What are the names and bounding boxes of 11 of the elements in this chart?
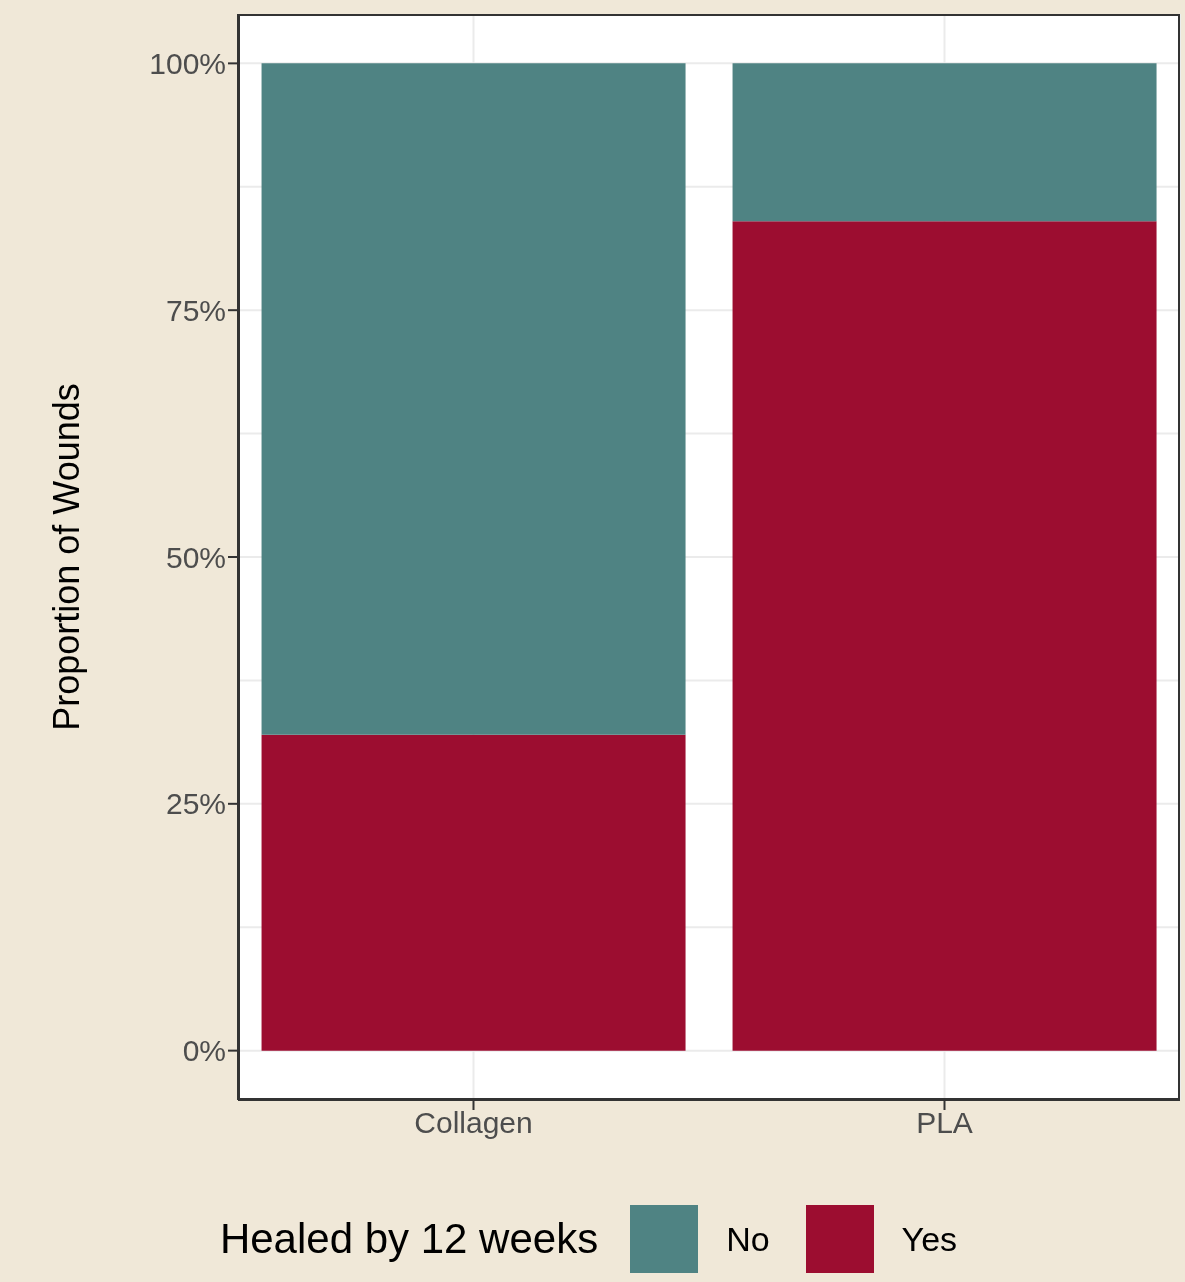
y-tick-label: 75% [165, 293, 226, 327]
y-tick-label: 0% [182, 1034, 226, 1068]
y-axis-title: Proportion of Wounds [45, 383, 87, 731]
x-tick-label: PLA [916, 1106, 973, 1140]
legend-label: Yes [901, 1219, 958, 1259]
y-tick-label: 50% [165, 540, 226, 574]
y-tick-label: 100% [149, 47, 226, 81]
legend-title: Healed by 12 weeks [219, 1215, 599, 1263]
y-tick-label: 25% [165, 787, 226, 821]
legend-label: No [726, 1219, 770, 1259]
x-tick-label: Collagen [414, 1106, 533, 1140]
